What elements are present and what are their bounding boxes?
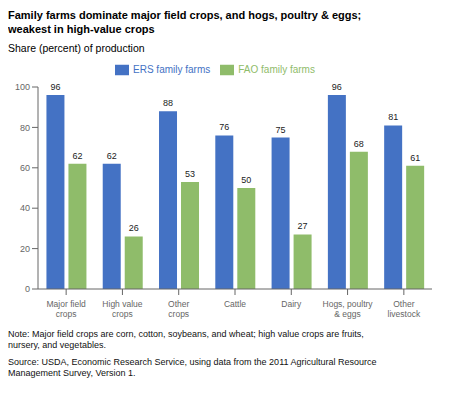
svg-text:80: 80 bbox=[20, 123, 30, 133]
svg-text:Cattle: Cattle bbox=[224, 299, 246, 309]
svg-text:100: 100 bbox=[15, 82, 30, 92]
svg-text:96: 96 bbox=[332, 82, 342, 92]
svg-text:Major fieldcrops: Major fieldcrops bbox=[47, 299, 86, 319]
html-text:ERS family farms: ERS family farms bbox=[133, 63, 211, 75]
svg-text:Othercrops: Othercrops bbox=[168, 299, 189, 319]
svg-text:75: 75 bbox=[276, 125, 286, 135]
svg-text:27: 27 bbox=[298, 221, 308, 231]
svg-text:61: 61 bbox=[410, 153, 420, 163]
svg-text:High valuecrops: High valuecrops bbox=[102, 299, 142, 319]
html-text:Source: USDA, Economic Researc: Source: USDA, Economic Research Service,… bbox=[8, 357, 377, 378]
svg-text:26: 26 bbox=[129, 223, 139, 233]
svg-text:0: 0 bbox=[25, 284, 30, 294]
svg-text:Dairy: Dairy bbox=[281, 299, 302, 309]
svg-text:Hogs, poultry& eggs: Hogs, poultry& eggs bbox=[323, 299, 374, 319]
svg-text:81: 81 bbox=[388, 112, 398, 122]
svg-text:53: 53 bbox=[185, 169, 195, 179]
svg-text:62: 62 bbox=[72, 151, 82, 161]
svg-text:88: 88 bbox=[163, 98, 173, 108]
html-text:weakest in high-value crops: weakest in high-value crops bbox=[8, 23, 155, 35]
html-text:Share (percent) of production: Share (percent) of production bbox=[8, 42, 145, 54]
svg-text:60: 60 bbox=[20, 163, 30, 173]
svg-text:76: 76 bbox=[219, 122, 229, 132]
html-text:Note: Major field crops are co: Note: Major field crops are corn, cotton… bbox=[8, 329, 364, 350]
html-text:Family farms dominate major fi: Family farms dominate major field crops,… bbox=[8, 9, 362, 21]
svg-text:62: 62 bbox=[107, 151, 117, 161]
svg-text:50: 50 bbox=[241, 175, 251, 185]
svg-text:68: 68 bbox=[354, 139, 364, 149]
html-text:FAO family farms: FAO family farms bbox=[238, 63, 315, 75]
svg-text:96: 96 bbox=[50, 82, 60, 92]
svg-text:40: 40 bbox=[20, 203, 30, 213]
svg-text:20: 20 bbox=[20, 244, 30, 254]
svg-text:Otherlivestock: Otherlivestock bbox=[388, 299, 421, 319]
